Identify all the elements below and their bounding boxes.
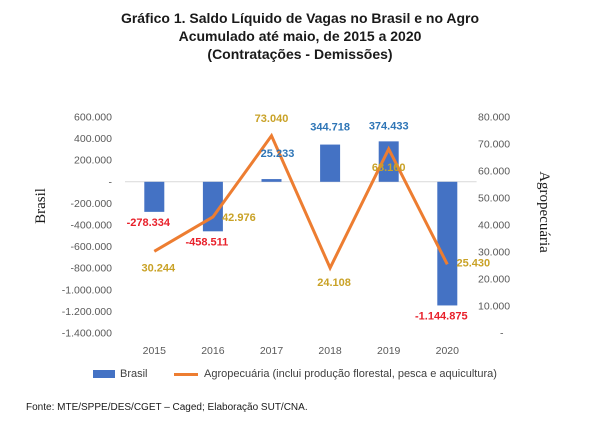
left-tick-label: -600.000 [71,241,113,253]
left-tick-label: 400.000 [74,133,112,145]
line-data-label: 73.040 [255,113,289,125]
bar-brasil-2015 [144,181,165,212]
right-axis-title: Agropecuária [536,171,552,253]
legend-label-agro: Agropecuária (inclui produção florestal,… [204,368,497,380]
right-tick-label: 30.000 [478,247,510,259]
bar-data-label: -278.334 [127,217,171,229]
left-tick-label: -800.000 [71,263,113,275]
right-tick-label: 40.000 [478,220,510,232]
legend: Brasil Agropecuária (inclui produção flo… [0,368,600,386]
x-axis-tick-labels: 2015 2016 2017 2018 2019 2020 [143,345,460,357]
right-tick-label: 50.000 [478,193,510,205]
right-tick-label: 60.000 [478,166,510,178]
right-tick-label: 20.000 [478,274,510,286]
left-axis-title: Brasil [33,188,49,224]
chart-title-line-2: Acumulado até maio, de 2015 a 2020 [178,28,422,44]
chart-title-line-3: (Contratações - Demissões) [207,46,393,62]
bar-brasil-2019 [378,141,399,182]
bar-brasil-2018 [320,144,341,182]
left-tick-label: 600.000 [74,112,112,124]
line-data-label: 24.108 [317,277,351,289]
bar-brasil-2020 [437,181,458,306]
right-tick-label: - [500,328,504,340]
left-tick-label: -1.200.000 [62,306,112,318]
left-tick-label: - [109,176,113,188]
left-tick-label: 200.000 [74,155,112,167]
left-tick-label: -1.400.000 [62,328,112,340]
bar-data-label: 25.233 [261,148,295,160]
right-tick-label: 10.000 [478,301,510,313]
line-data-label: 25.430 [456,257,490,269]
legend-swatch-line [174,372,198,376]
agro-line [153,132,449,272]
x-tick-label: 2017 [260,345,284,357]
legend-item-agro: Agropecuária (inclui produção florestal,… [174,368,497,380]
x-tick-label: 2020 [436,345,460,357]
source-note: Fonte: MTE/SPPE/DES/CGET – Caged; Elabor… [26,402,308,413]
line-data-label: 42.976 [222,212,256,224]
left-tick-label: -200.000 [71,198,113,210]
legend-item-brasil: Brasil [93,368,148,380]
x-tick-label: 2019 [377,345,401,357]
x-tick-label: 2016 [201,345,225,357]
x-tick-label: 2018 [318,345,342,357]
legend-label-brasil: Brasil [120,368,148,380]
left-axis-ticks: 600.000 400.000 200.000 - -200.000 -400.000 -6… [62,112,113,340]
right-tick-label: 80.000 [478,112,510,124]
right-axis-ticks: 80.000 70.000 60.000 50.000 40.000 30.000 20.0… [478,112,510,340]
chart-title-line-1: Gráfico 1. Saldo Líquido de Vagas no Bra… [120,10,480,26]
line-data-labels: 30.244 42.976 73.040 24.108 68.160 25.430 [141,113,490,289]
line-data-label: 30.244 [141,262,176,274]
bar-data-label: 374.433 [369,120,409,132]
left-tick-label: -1.000.000 [62,284,112,296]
bar-brasil-2017 [261,179,282,182]
left-tick-label: -400.000 [71,220,113,232]
bar-data-labels: -278.334 -458.511 25.233 344.718 374.433 -1.1… [127,120,468,322]
line-data-label: 68.160 [372,162,406,174]
bar-data-label: -1.144.875 [415,310,468,322]
bar-data-label: 344.718 [310,122,350,134]
right-tick-label: 70.000 [478,139,510,151]
legend-swatch-bar [93,370,115,378]
bar-data-label: -458.511 [185,236,228,248]
x-tick-label: 2015 [143,345,167,357]
brasil-bars [144,141,458,306]
